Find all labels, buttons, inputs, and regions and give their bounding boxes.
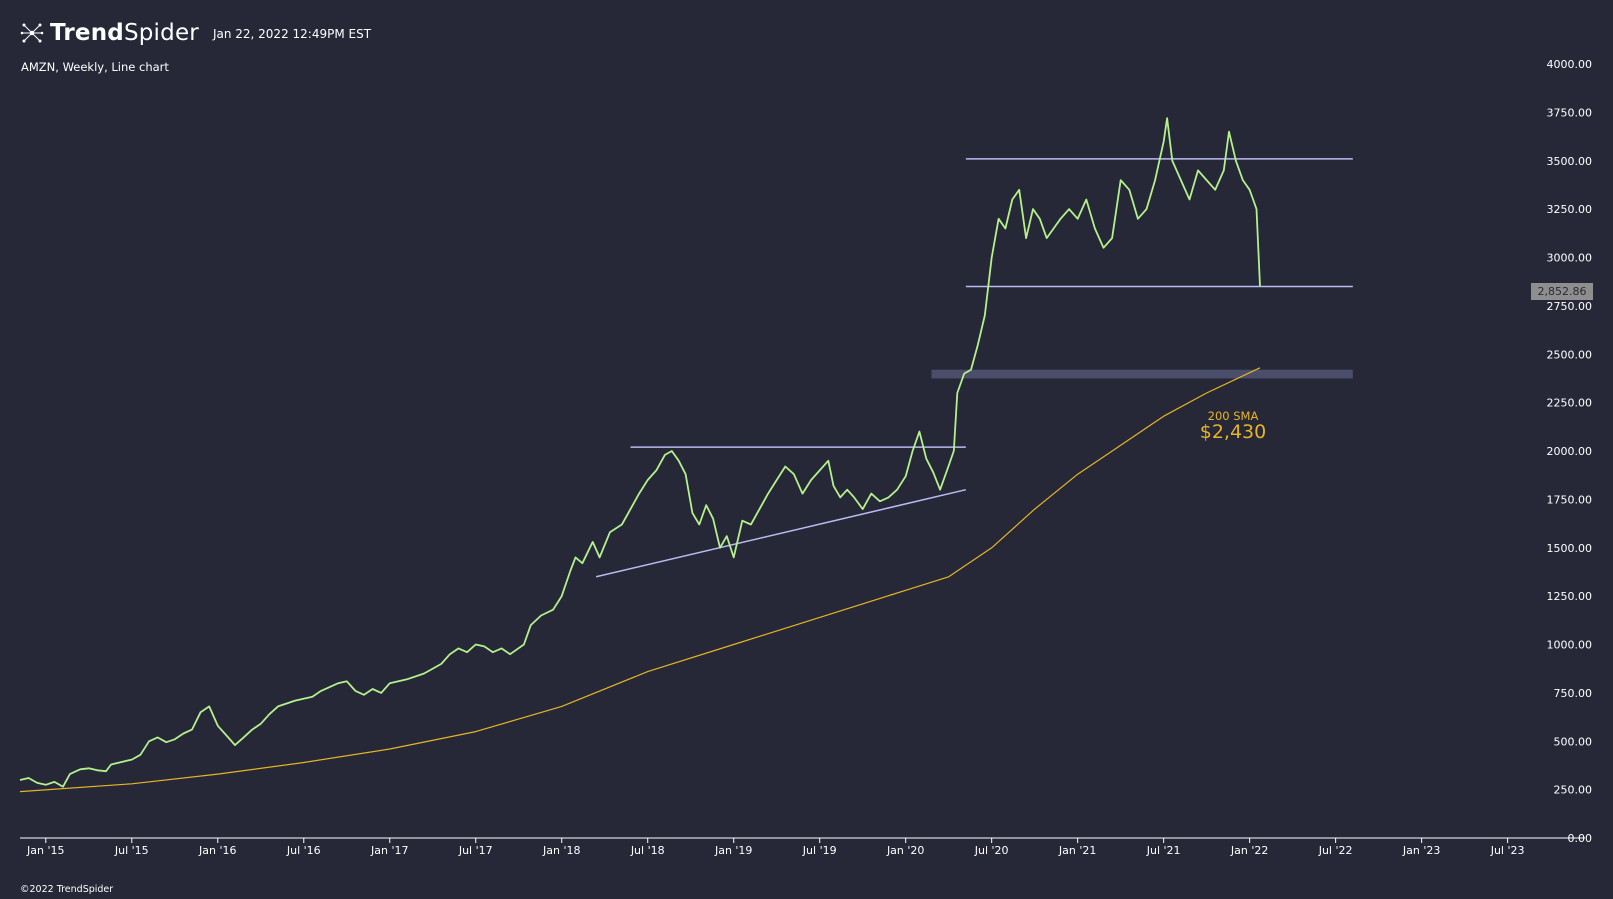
y-tick-label: 4000.00	[1547, 58, 1593, 71]
x-tick-label: Jul '22	[1318, 844, 1353, 857]
x-tick-label: Jul '23	[1490, 844, 1525, 857]
y-tick-label: 1500.00	[1547, 542, 1593, 555]
last-price-badge: 2,852.86	[1531, 283, 1593, 300]
y-tick-label: 0.00	[1568, 832, 1593, 845]
y-tick-label: 2250.00	[1547, 397, 1593, 410]
y-tick-label: 1250.00	[1547, 590, 1593, 603]
y-tick-label: 250.00	[1554, 784, 1593, 797]
x-tick-label: Jan '22	[1230, 844, 1268, 857]
y-tick-label: 3250.00	[1547, 203, 1593, 216]
header: TrendSpider Jan 22, 2022 12:49PM EST	[20, 20, 371, 46]
y-tick-label: 2000.00	[1547, 445, 1593, 458]
support-zone	[931, 369, 1353, 379]
x-tick-label: Jul '20	[974, 844, 1009, 857]
spider-network-icon	[20, 23, 44, 43]
y-tick-label: 2500.00	[1547, 348, 1593, 361]
x-tick-label: Jul '17	[458, 844, 493, 857]
y-tick-label: 2750.00	[1547, 300, 1593, 313]
y-tick-label: 3500.00	[1547, 155, 1593, 168]
x-tick-label: Jul '19	[802, 844, 837, 857]
x-tick-label: Jan '18	[542, 844, 580, 857]
y-tick-label: 500.00	[1554, 735, 1593, 748]
x-tick-label: Jan '23	[1402, 844, 1440, 857]
x-tick-label: Jul '15	[114, 844, 149, 857]
x-tick-label: Jan '15	[26, 844, 64, 857]
chart-subtitle: AMZN, Weekly, Line chart	[21, 60, 169, 74]
y-tick-label: 3000.00	[1547, 252, 1593, 265]
y-tick-label: 750.00	[1554, 687, 1593, 700]
x-tick-label: Jul '16	[286, 844, 321, 857]
sma-value: $2,430	[1199, 421, 1267, 443]
ascending-trend-line	[595, 488, 967, 578]
sma-line	[19, 367, 1261, 793]
x-tick-label: Jan '17	[370, 844, 408, 857]
sma-label: 200 SMA	[1207, 409, 1259, 423]
y-tick-label: 1750.00	[1547, 493, 1593, 506]
y-tick-label: 3750.00	[1547, 106, 1593, 119]
timestamp: Jan 22, 2022 12:49PM EST	[212, 27, 372, 41]
x-tick-label: Jan '21	[1058, 844, 1096, 857]
x-tick-label: Jan '20	[886, 844, 924, 857]
x-tick-label: Jul '18	[630, 844, 665, 857]
copyright: ©2022 TrendSpider	[20, 884, 114, 895]
price-line	[19, 117, 1261, 788]
x-tick-label: Jul '21	[1146, 844, 1181, 857]
x-tick-label: Jan '16	[198, 844, 236, 857]
x-tick-label: Jan '19	[714, 844, 752, 857]
y-tick-label: 1000.00	[1547, 639, 1593, 652]
brand-logo: TrendSpider	[50, 20, 199, 46]
